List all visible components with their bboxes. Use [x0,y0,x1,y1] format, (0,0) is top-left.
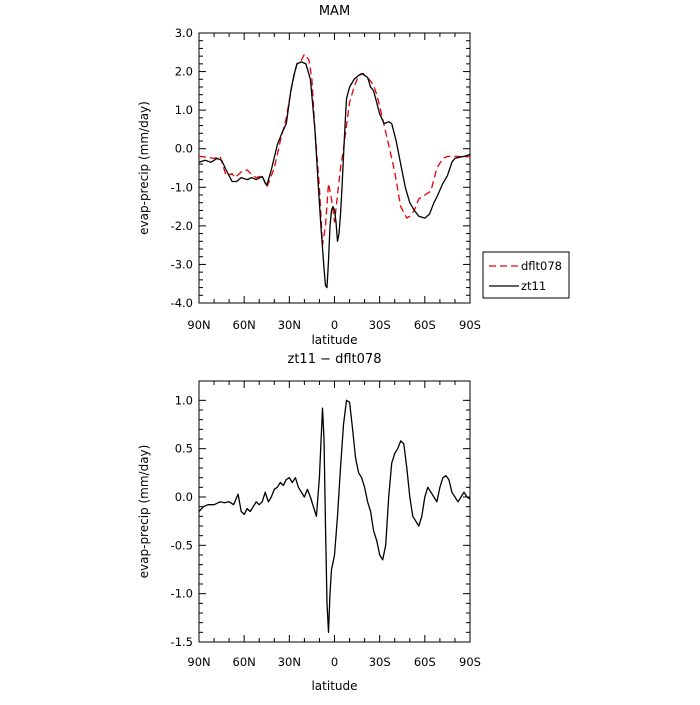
series-line-dflt078 [198,53,471,246]
y-tick-label: -2.0 [171,219,193,233]
x-tick-label: 30S [369,318,391,332]
y-tick-label: 0.5 [175,442,193,456]
plot-frame [198,380,471,643]
x-tick-label: 60N [233,318,256,332]
top-panel: MAM 90N 60N 30N 0 30S 60S 90S -4.0 -3.0 -2.0 -1.0 0.… [137,4,570,347]
chart-title: MAM [319,4,350,19]
legend-label-zt11: zt11 [521,279,546,293]
y-tick-label: 2.0 [175,65,193,79]
y-tick-label: -1.5 [171,635,193,649]
x-axis-label: latitude [311,679,357,693]
y-axis-label: evap-precip (mm/day) [137,445,151,579]
chart-title: zt11 − dflt078 [288,352,382,367]
x-tick-label: 0 [331,655,338,669]
y-tick-label: -1.0 [171,180,193,194]
y-tick-label: -4.0 [171,296,193,310]
x-tick-label: 90S [459,318,481,332]
plot-frame [198,32,471,304]
x-tick-label: 0 [331,318,338,332]
x-tick-label: 90N [187,318,210,332]
series-line-diff [198,399,471,633]
x-tick-label: 60S [414,318,436,332]
y-tick-label: 1.0 [175,393,193,407]
legend-label-dflt078: dflt078 [521,259,562,273]
x-tick-label: 30S [369,655,391,669]
y-tick-label: -0.5 [171,538,193,552]
x-axis-label: latitude [311,333,357,347]
x-tick-label: 30N [278,655,301,669]
legend-box [482,251,570,299]
bottom-panel: zt11 − dflt078 90N 60N 30N 0 30S 60S 90S -1.5 -1.… [137,352,481,693]
y-tick-label: 0.0 [175,142,193,156]
y-tick-label: -1.0 [171,587,193,601]
y-tick-label: 1.0 [175,103,193,117]
legend: dflt078 zt11 [482,251,570,299]
x-tick-label: 30N [278,318,301,332]
x-tick-label: 90S [459,655,481,669]
x-tick-label: 60S [414,655,436,669]
series-line-zt11 [198,61,471,289]
y-tick-label: 0.0 [175,490,193,504]
x-tick-label: 60N [233,655,256,669]
x-tick-label: 90N [187,655,210,669]
y-tick-label: 3.0 [175,26,193,40]
y-tick-label: -3.0 [171,257,193,271]
y-axis-label: evap-precip (mm/day) [137,101,151,235]
